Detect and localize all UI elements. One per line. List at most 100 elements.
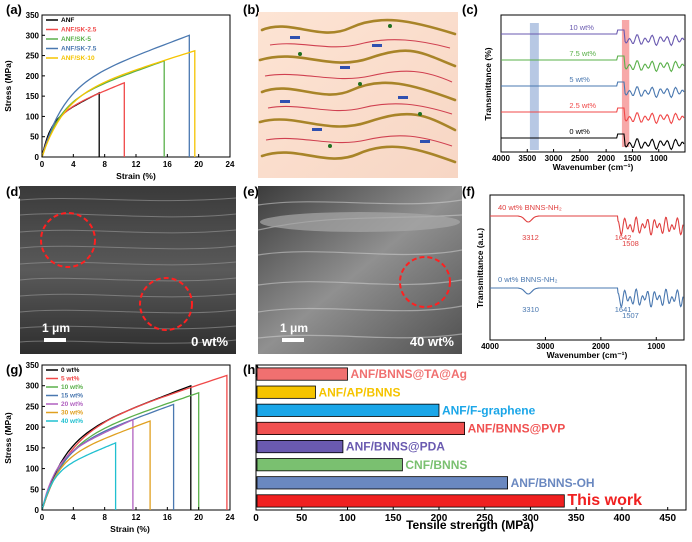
series-line-15-wt-	[41, 403, 175, 511]
texture-line	[19, 293, 237, 298]
x-tick-label: 4000	[481, 342, 499, 351]
y-tick-label: 100	[26, 465, 40, 474]
bar-anf-bnns-pvp	[256, 421, 465, 435]
x-tick-label: 0	[253, 513, 259, 524]
x-tick-label: 1500	[624, 154, 642, 163]
highlight-band-co	[621, 20, 630, 147]
scale-bar	[44, 338, 66, 342]
plot-frame	[255, 364, 687, 511]
legend-entry: ANF/SK-2.5	[61, 27, 97, 34]
bar-anf-ap-bnns	[256, 385, 316, 399]
atom	[418, 112, 422, 116]
texture-line	[257, 249, 463, 256]
series-line-30-wt-	[41, 420, 151, 511]
panel-a-chart: 0 4 8 12 16 20 24 0 50 100 150 200 250 300 350 ANF ANF/S…	[3, 11, 235, 181]
x-tick-label: 4	[71, 160, 76, 169]
x-tick-label: 24	[226, 160, 235, 169]
y-axis-label: Stress (MPa)	[3, 412, 13, 464]
x-tick-label: 150	[385, 513, 402, 524]
image-caption: 40 wt%	[410, 334, 455, 349]
panel-b-schematic	[258, 12, 458, 178]
y-tick-label: 150	[26, 92, 40, 101]
peak-label: 1642	[615, 233, 632, 242]
panel-g-chart: 0 4 8 12 16 20 24 0 50 100 150 200 250 300 350 0 wt% 5 w…	[3, 361, 235, 534]
panel-c-chart: 0 wt% 2.5 wt% 5 wt% 7.5 wt% 10 wt% 4000 3500 3…	[483, 14, 686, 172]
bond-marker	[290, 36, 300, 39]
y-axis-label: Transmittance (%)	[483, 47, 493, 120]
x-tick-label: 350	[568, 513, 585, 524]
series-line-0wt	[490, 287, 684, 308]
texture-line	[257, 333, 463, 339]
legend-entry: ANF/SK-5	[61, 36, 91, 43]
polymer-chain	[260, 18, 457, 36]
x-axis-label: Wavenumber (cm⁻¹)	[553, 162, 634, 172]
y-tick-label: 250	[26, 52, 40, 61]
x-tick-label: 8	[102, 513, 107, 522]
bar-label: ANF/BNNS-OH	[511, 476, 595, 490]
texture-line	[19, 325, 237, 330]
x-tick-label: 24	[226, 513, 235, 522]
series-line-5-wt-	[501, 81, 685, 99]
y-tick-label: 0	[35, 506, 40, 515]
plot-frame	[500, 14, 686, 153]
x-tick-label: 0	[40, 513, 45, 522]
panel-h-label: (h)	[243, 362, 260, 377]
legend-entry: 15 wt%	[61, 393, 83, 400]
panel-d-label: (d)	[6, 184, 23, 199]
peak-label: 1507	[622, 311, 639, 320]
series-line-40wt	[490, 215, 684, 236]
x-tick-label: 16	[163, 160, 172, 169]
y-tick-label: 100	[26, 112, 40, 121]
fiber-bundle	[260, 212, 460, 232]
panel-g-label: (g)	[6, 362, 23, 377]
panel-a-label: (a)	[6, 2, 22, 17]
crosslink-chain	[264, 70, 453, 83]
x-tick-label: 12	[132, 513, 141, 522]
bond-marker	[312, 128, 322, 131]
series-line-anf-sk-5	[41, 59, 165, 158]
bond-marker	[280, 100, 290, 103]
x-tick-label: 0	[40, 160, 45, 169]
image-caption: 0 wt%	[191, 334, 228, 349]
x-axis-label: Strain (%)	[110, 524, 150, 534]
atom	[328, 144, 332, 148]
peak-label: 3312	[522, 233, 539, 242]
series-label: 5 wt%	[569, 75, 590, 84]
legend-entry: 40 wt%	[61, 418, 83, 425]
series-label: 0 wt% BNNS-NH₂	[498, 275, 558, 284]
x-tick-label: 100	[339, 513, 356, 524]
x-tick-label: 20	[194, 160, 203, 169]
series-line-7-5-wt-	[501, 55, 685, 73]
polymer-chain	[260, 145, 457, 164]
x-axis-label: Tensile strength (MPa)	[406, 518, 534, 532]
y-tick-label: 350	[26, 361, 40, 370]
scale-bar-label: 1 μm	[280, 321, 308, 335]
texture-line	[19, 229, 237, 234]
crosslink-chain	[269, 39, 451, 49]
series-line-20-wt-	[41, 418, 134, 511]
panel-h-chart: ANF/BNNS@TA@Ag ANF/AP/BNNS ANF/F-graphene A…	[253, 364, 687, 532]
texture-line	[257, 305, 463, 313]
panel-e-sem-image: 1 μm 40 wt%	[257, 186, 463, 354]
panel-c-label: (c)	[462, 2, 478, 17]
y-tick-label: 250	[26, 402, 40, 411]
series-label: 7.5 wt%	[569, 49, 596, 58]
legend-entry: 30 wt%	[61, 410, 83, 417]
legend-entry: ANF/SK-7.5	[61, 46, 97, 53]
series-line-anf-sk-7-5	[41, 34, 190, 158]
x-tick-label: 3000	[545, 154, 563, 163]
legend-entry: 20 wt%	[61, 401, 83, 408]
bond-marker	[398, 96, 408, 99]
series-line-10-wt-	[501, 29, 685, 47]
y-tick-label: 200	[26, 423, 40, 432]
atom	[298, 52, 302, 56]
y-tick-label: 300	[26, 31, 40, 40]
legend-entry: 5 wt%	[61, 376, 80, 383]
y-tick-label: 50	[30, 485, 39, 494]
x-tick-label: 300	[522, 513, 539, 524]
bar-anf-bnns-oh	[256, 476, 508, 490]
y-tick-label: 300	[26, 382, 40, 391]
peak-label: 3310	[522, 305, 539, 314]
x-tick-label: 3500	[518, 154, 536, 163]
